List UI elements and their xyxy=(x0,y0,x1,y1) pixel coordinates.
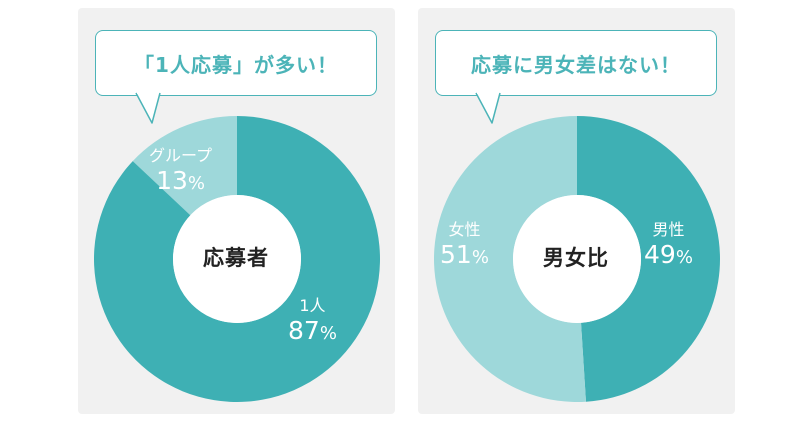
donut-slice xyxy=(93,116,380,402)
donut-chart xyxy=(93,116,380,402)
donut-slice xyxy=(132,116,237,216)
chart-panel-applicants: 「1人応募」が多い！ 応募者 グループ 13% 1人 87% xyxy=(78,8,395,414)
center-label: 男女比 xyxy=(543,246,609,270)
speech-bubble-tail xyxy=(475,91,501,124)
slice-label-group: グループ 13% xyxy=(149,146,213,195)
donut-slice xyxy=(577,116,721,402)
donut-chart xyxy=(434,116,721,403)
slice-label-single: 1人 87% xyxy=(288,296,337,345)
chart-title: 応募に男女差はない！ xyxy=(435,30,717,96)
slice-label-male: 男性 49% xyxy=(644,220,693,269)
chart-title: 「1人応募」が多い！ xyxy=(95,30,377,96)
donut-slice xyxy=(434,116,586,403)
speech-bubble-tail xyxy=(135,91,161,124)
donut-hole xyxy=(513,195,641,323)
slice-label-female: 女性 51% xyxy=(440,220,489,269)
donut-hole xyxy=(173,195,301,323)
chart-panel-gender: 応募に男女差はない！ 男女比 男性 49% 女性 51% xyxy=(418,8,735,414)
center-label: 応募者 xyxy=(203,246,269,270)
